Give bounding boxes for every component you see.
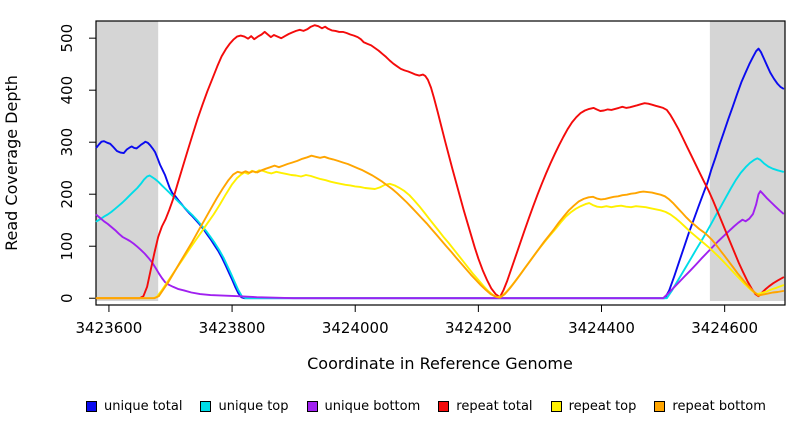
x-axis-title: Coordinate in Reference Genome	[307, 354, 573, 373]
y-tick-label: 300	[58, 128, 76, 157]
y-axis-title: Read Coverage Depth	[2, 75, 21, 251]
y-tick-label: 100	[58, 232, 76, 261]
legend-item-unique-top: unique top	[200, 398, 289, 414]
y-tick-label: 400	[58, 76, 76, 105]
x-tick-label: 3424000	[322, 319, 389, 337]
legend-label: repeat bottom	[672, 398, 766, 414]
legend-item-repeat-top: repeat top	[550, 398, 637, 414]
shaded-regions-layer	[96, 21, 785, 301]
legend-label: repeat top	[568, 398, 637, 414]
legend-swatch-icon	[306, 400, 318, 412]
x-tick-label: 3424600	[691, 319, 758, 337]
legend-swatch-icon	[550, 400, 562, 412]
y-tick-label: 200	[58, 180, 76, 209]
x-tick-label: 3424200	[445, 319, 512, 337]
series-line-repeat-total	[95, 24, 785, 300]
legend-item-unique-bottom: unique bottom	[306, 398, 421, 414]
legend-swatch-icon	[438, 400, 450, 412]
x-tick-label: 3423800	[199, 319, 266, 337]
legend-item-repeat-total: repeat total	[438, 398, 533, 414]
series-lines-layer	[95, 24, 785, 300]
shaded-region-0	[96, 21, 159, 301]
legend-swatch-icon	[86, 400, 97, 412]
legend-item-unique-total: unique total	[86, 399, 182, 414]
series-line-unique-top	[95, 157, 785, 300]
legend-swatch-icon	[200, 400, 212, 412]
plot-box	[95, 20, 786, 306]
legend-swatch-icon	[654, 400, 666, 412]
x-tick-label: 3424400	[568, 319, 635, 337]
legend-label: unique top	[218, 398, 289, 414]
plot-border	[95, 20, 786, 306]
series-line-repeat-bottom	[95, 154, 785, 300]
legend: unique total unique top unique bottom repea…	[86, 397, 766, 415]
series-line-unique-total	[95, 47, 785, 300]
legend-label: repeat total	[456, 398, 533, 414]
x-tick-label: 3423600	[76, 319, 143, 337]
axis-ticks-layer: 3423600 3423800 3424000 3424200 3424400 34246…	[58, 24, 758, 337]
legend-label: unique total	[104, 398, 183, 414]
legend-item-repeat-bottom: repeat bottom	[654, 399, 766, 414]
series-line-unique-bottom	[95, 190, 785, 300]
y-tick-label: 500	[58, 24, 76, 53]
y-tick-label: 0	[58, 293, 76, 303]
series-line-repeat-top	[95, 169, 785, 300]
legend-label: unique bottom	[324, 398, 421, 414]
